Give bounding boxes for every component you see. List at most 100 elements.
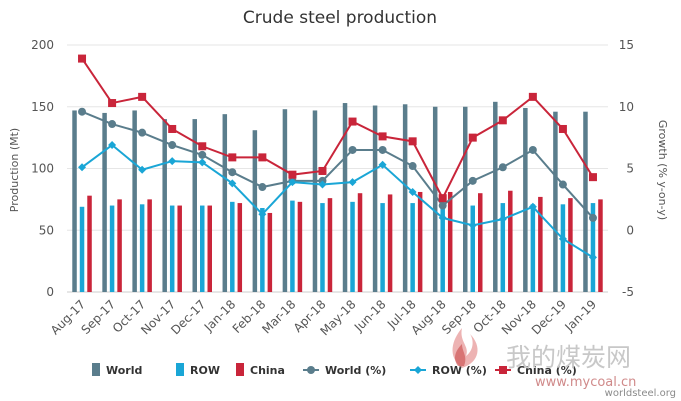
- bar-china: [478, 193, 483, 292]
- left-tick-label: 200: [31, 38, 54, 52]
- point-row-pct: [468, 221, 477, 230]
- point-row-pct: [498, 215, 507, 224]
- point-china-pct: [528, 92, 537, 101]
- point-row-pct: [438, 213, 447, 222]
- bar-row: [320, 203, 325, 292]
- bar-world: [72, 110, 77, 292]
- bar-world: [523, 107, 528, 292]
- left-tick-label: 100: [31, 162, 54, 176]
- point-world-pct: [138, 128, 147, 137]
- point-row-pct: [378, 160, 387, 169]
- right-tick-label: 5: [626, 162, 634, 176]
- right-axis-ticks: -5 0 5 10 15: [619, 38, 634, 299]
- bar-row: [380, 203, 385, 292]
- line-row-pct: [81, 143, 594, 259]
- bar-world: [583, 111, 588, 292]
- legend-china-label: China: [250, 364, 285, 377]
- point-china-pct: [438, 194, 447, 203]
- point-world-pct: [588, 213, 597, 222]
- watermark-text: 我的煤炭网: [506, 343, 631, 372]
- bar-row: [410, 203, 415, 292]
- bar-china: [568, 198, 573, 292]
- point-row-pct: [588, 253, 597, 262]
- bar-row: [590, 203, 596, 292]
- point-china-pct: [228, 153, 237, 162]
- gridlines: [67, 44, 608, 293]
- bar-row: [500, 203, 506, 292]
- point-world-pct: [108, 120, 117, 129]
- point-world-pct: [258, 183, 267, 192]
- watermark: 我的煤炭网 www.mycoal.cn: [452, 328, 636, 390]
- point-world-pct: [168, 141, 177, 150]
- point-china-pct: [258, 153, 267, 162]
- bar-row: [200, 205, 205, 292]
- right-tick-label: -5: [622, 285, 634, 299]
- point-row-pct: [408, 187, 417, 196]
- point-row-pct: [258, 210, 267, 219]
- point-row-pct: [318, 180, 327, 189]
- category-label: Jan-19: [562, 297, 600, 335]
- bar-world: [432, 106, 438, 292]
- bar-row: [169, 205, 175, 292]
- line-china-pct: [81, 58, 594, 201]
- line-series: [78, 54, 597, 262]
- bar-china: [207, 205, 212, 292]
- point-row-pct: [558, 234, 567, 243]
- bar-row: [109, 205, 115, 292]
- chart-title: Crude steel production: [243, 8, 437, 28]
- point-world-pct: [438, 201, 447, 210]
- bar-world: [372, 105, 378, 292]
- point-china-pct: [408, 137, 417, 146]
- bar-china: [538, 196, 543, 292]
- bar-china: [147, 199, 152, 292]
- point-china-pct: [498, 116, 507, 125]
- point-china-pct: [198, 142, 207, 151]
- right-tick-label: 10: [619, 100, 634, 114]
- point-world-pct: [348, 145, 357, 154]
- bar-china: [417, 191, 423, 292]
- bar-china: [297, 201, 303, 292]
- right-axis-title: Growth (% y-on-y): [656, 120, 669, 220]
- point-china-pct: [78, 54, 87, 63]
- legend-row-label: ROW (%): [432, 364, 487, 377]
- category-label: Jun-18: [351, 297, 389, 335]
- bar-world: [162, 119, 167, 292]
- point-china-pct: [138, 92, 147, 101]
- point-china-pct: [348, 117, 357, 126]
- point-row-pct: [528, 202, 537, 211]
- point-row-pct: [138, 165, 147, 174]
- line-world-pct: [81, 110, 594, 219]
- category-axis-ticks: Aug-17Sep-17Oct-17Nov-17Dec-17Jan-18Feb-…: [48, 297, 599, 338]
- bar-row: [290, 200, 295, 292]
- point-row-pct: [228, 179, 237, 188]
- point-world-pct: [468, 176, 477, 185]
- point-china-pct: [558, 124, 567, 133]
- watermark-url: www.mycoal.cn: [535, 375, 636, 390]
- category-label: Mar-18: [259, 297, 298, 336]
- point-china-pct: [108, 99, 117, 108]
- point-china-pct: [168, 124, 177, 133]
- bar-row: [350, 201, 355, 292]
- bar-world: [402, 104, 408, 292]
- left-axis-ticks: 0 50 100 150 200: [31, 38, 54, 299]
- left-tick-label: 50: [39, 223, 54, 237]
- bar-china: [327, 198, 333, 292]
- bar-row: [530, 204, 536, 292]
- bar-world: [312, 110, 318, 292]
- point-world-pct: [378, 145, 387, 154]
- bar-china: [87, 195, 92, 292]
- bar-world: [282, 109, 288, 292]
- bar-china: [357, 193, 363, 292]
- bar-row: [260, 208, 265, 292]
- left-tick-label: 150: [31, 100, 54, 114]
- right-tick-label: 15: [619, 38, 634, 52]
- point-row-pct: [78, 163, 87, 172]
- point-china-pct: [468, 133, 477, 142]
- point-china-pct: [318, 166, 327, 175]
- credit: worldsteel.org: [605, 388, 676, 399]
- bar-row: [79, 206, 85, 292]
- legend-world-label: World (%): [325, 364, 386, 377]
- bar-china: [387, 194, 393, 292]
- point-world-pct: [528, 145, 537, 154]
- bar-world: [222, 114, 228, 292]
